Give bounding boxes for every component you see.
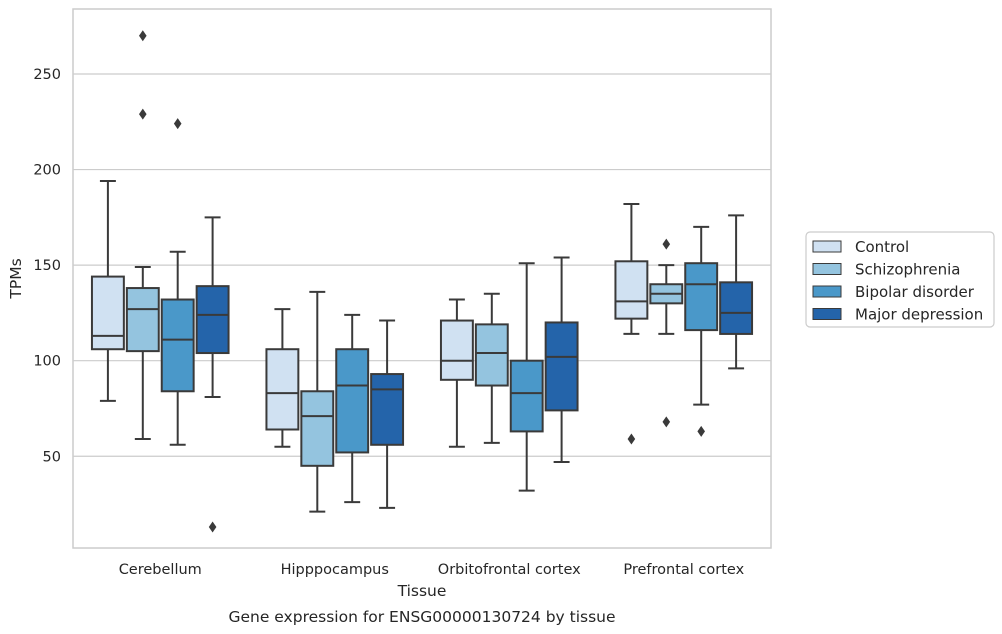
outlier-point <box>662 416 671 428</box>
x-tick-label: Hipppocampus <box>281 562 389 578</box>
box-major-depression <box>195 216 230 533</box>
box-control <box>439 298 474 448</box>
box-iqr <box>300 390 335 467</box>
box-iqr <box>544 321 579 412</box>
y-tick-label: 100 <box>33 354 61 370</box>
x-tick-labels: Cerebellum Hipppocampus Orbitofrontal cort… <box>119 562 745 578</box>
legend: Control Schizophrenia Bipolar disorder Majo… <box>805 231 995 328</box>
box-major-depression <box>544 256 579 463</box>
box-iqr <box>195 285 230 355</box>
box-control <box>90 180 125 402</box>
y-tick-label: 250 <box>33 67 61 83</box>
legend-label: Control <box>855 238 909 256</box>
box-major-depression <box>719 214 754 370</box>
box-iqr <box>90 275 125 351</box>
box-bipolar-disorder <box>335 313 370 504</box>
outlier-point <box>139 30 147 42</box>
box-plots <box>90 30 754 533</box>
box-iqr <box>160 298 195 393</box>
y-axis-label: TPMs <box>7 258 25 299</box>
box-bipolar-disorder <box>509 262 544 492</box>
legend-label: Bipolar disorder <box>855 283 975 301</box>
box-bipolar-disorder <box>160 118 195 446</box>
x-tick-label: Cerebellum <box>119 562 202 578</box>
box-iqr <box>614 260 649 320</box>
outlier-point <box>173 118 182 130</box>
box-schizophrenia <box>474 292 509 444</box>
legend-swatch <box>812 240 842 253</box>
legend-swatch <box>812 308 842 320</box>
chart-caption: Gene expression for ENSG00000130724 by t… <box>228 608 615 626</box>
outlier-point <box>697 425 705 437</box>
box-iqr <box>265 348 300 431</box>
outlier-point <box>208 521 217 533</box>
outlier-point <box>662 238 671 250</box>
legend-label: Schizophrenia <box>855 261 960 279</box>
box-bipolar-disorder <box>684 225 719 437</box>
x-tick-label: Prefrontal cortex <box>623 562 744 578</box>
box-iqr <box>474 323 509 387</box>
legend-swatch <box>812 285 842 298</box>
box-major-depression <box>370 319 405 509</box>
y-tick-label: 50 <box>43 449 61 465</box>
outlier-point <box>139 108 147 120</box>
box-control <box>614 202 649 445</box>
legend-label: Major depression <box>855 306 983 324</box>
box-iqr <box>509 359 544 433</box>
box-iqr <box>370 373 405 446</box>
legend-swatch <box>812 263 842 275</box>
box-iqr <box>335 348 370 454</box>
box-schizophrenia <box>300 290 335 513</box>
box-iqr <box>719 281 754 335</box>
box-iqr <box>439 319 474 381</box>
box-control <box>265 308 300 448</box>
y-tick-label: 200 <box>33 163 61 179</box>
box-schizophrenia <box>125 30 160 441</box>
box-schizophrenia <box>649 238 684 428</box>
outlier-point <box>627 433 636 445</box>
plot-frame <box>72 8 772 549</box>
legend-frame <box>805 231 995 328</box>
box-iqr <box>125 287 160 353</box>
box-iqr <box>684 262 719 332</box>
y-tick-labels: 50 100 150 200 250 <box>33 67 61 465</box>
x-tick-label: Orbitofrontal cortex <box>438 562 581 578</box>
y-tick-label: 150 <box>33 258 61 274</box>
x-axis-label: Tissue <box>397 582 447 600</box>
